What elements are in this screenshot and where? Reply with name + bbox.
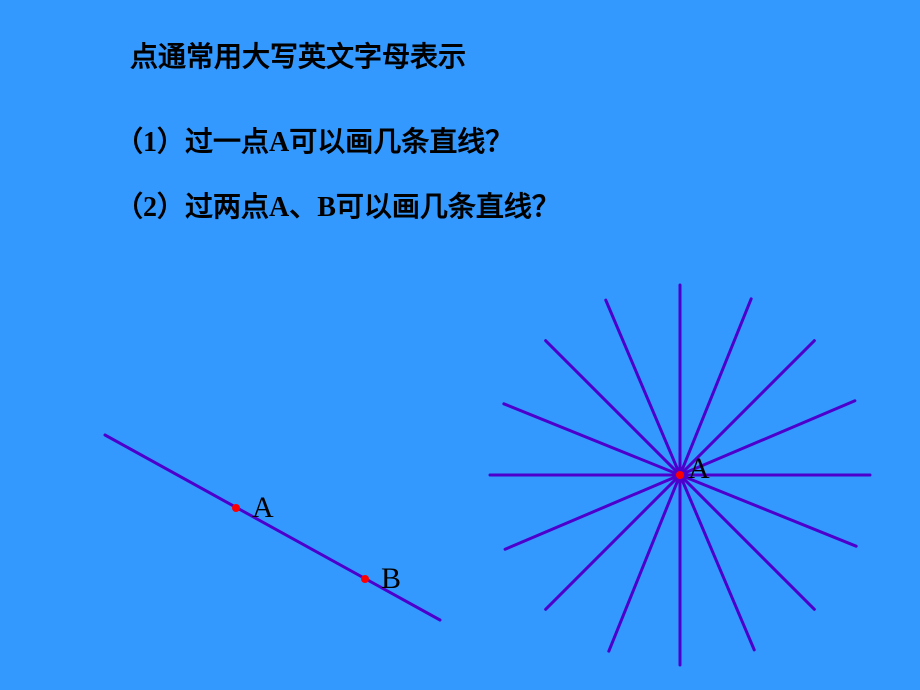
point-a-label: A (252, 491, 274, 524)
heading-text: 点通常用大写英文字母表示 (130, 35, 466, 75)
point-a-dot (232, 504, 240, 512)
point-b-label: B (381, 562, 401, 595)
star-center-dot (676, 471, 684, 479)
question-2: （2）过两点A、B可以画几条直线？ (115, 185, 560, 225)
star-center-label: A (688, 452, 710, 485)
geometry-svg: A B A (0, 0, 920, 690)
slide-canvas: A B A 点通常用大写英文字母表示 （1）过一点A可以画几条直线？ （2）过两点A… (0, 0, 920, 690)
point-b-dot (361, 575, 369, 583)
question-1: （1）过一点A可以画几条直线？ (115, 120, 513, 160)
